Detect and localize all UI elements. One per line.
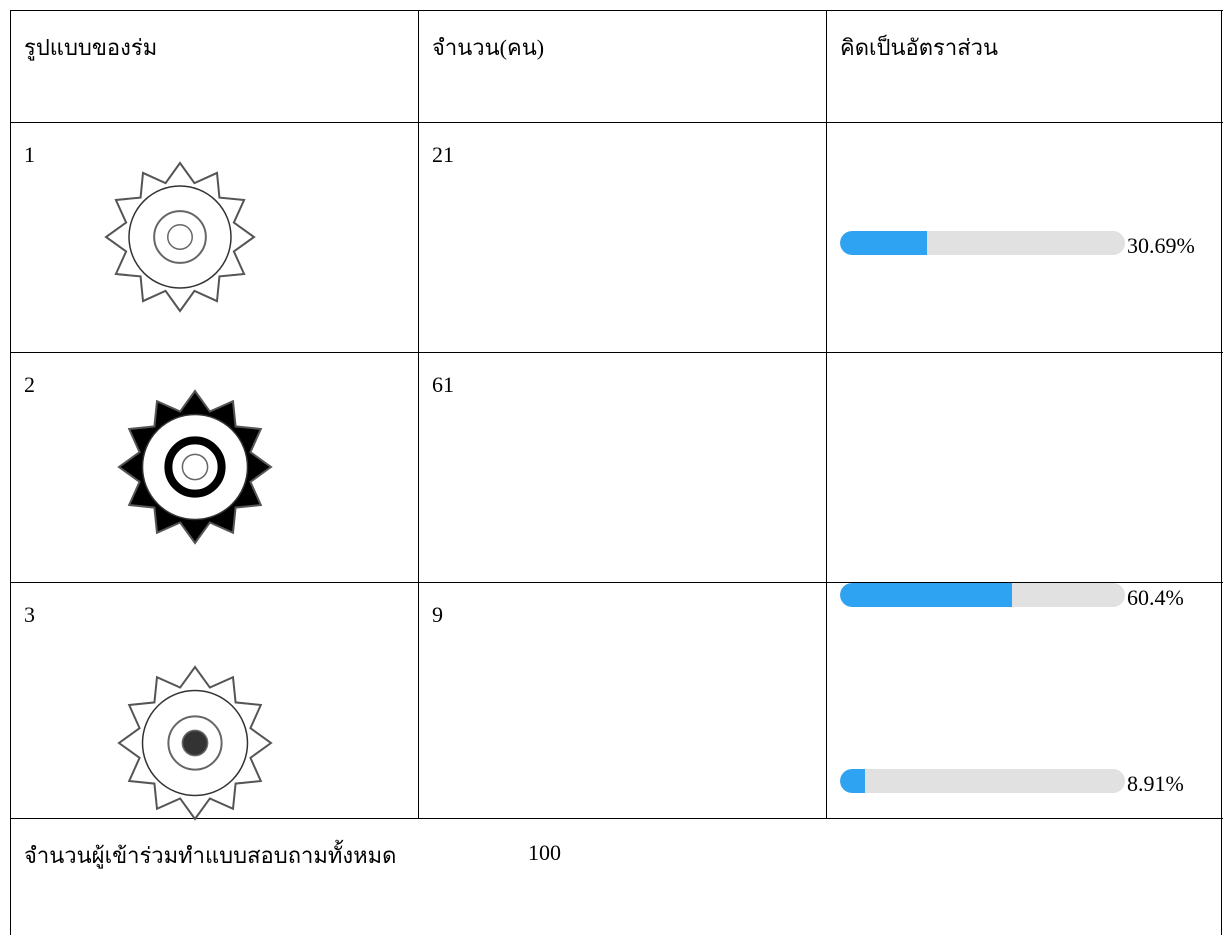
footer-label: จำนวนผู้เข้าร่วมทำแบบสอบถามทั้งหมด [24,843,397,868]
table-border [10,10,1223,11]
umbrella-image [104,161,256,313]
header-cell: รูปแบบของร่ม [24,35,158,60]
table-border [826,10,827,818]
umbrella-image [117,389,273,545]
table-border [1221,10,1222,935]
progress-track [840,769,1125,793]
percent-label: 30.69% [1127,233,1195,258]
header-cell: จำนวน(คน) [432,35,545,60]
table-border [10,818,1223,819]
row-number: 2 [24,372,35,397]
progress-fill [840,231,928,255]
table-border [418,10,419,818]
umbrella-image [117,665,273,821]
header-cell: คิดเป็นอัตราส่วน [840,35,999,60]
table-border [10,582,1223,583]
table-border [10,122,1223,123]
progress-track [840,583,1125,607]
percent-label: 8.91% [1127,771,1184,796]
footer-total: 100 [528,840,561,865]
percent-label: 60.4% [1127,585,1184,610]
progress-fill [840,583,1013,607]
row-number: 1 [24,142,35,167]
row-number: 3 [24,602,35,627]
progress-track [840,231,1125,255]
progress-fill [840,769,866,793]
count: 21 [432,142,454,167]
table-border [10,352,1223,353]
table-border [10,10,11,935]
count: 9 [432,602,443,627]
count: 61 [432,372,454,397]
